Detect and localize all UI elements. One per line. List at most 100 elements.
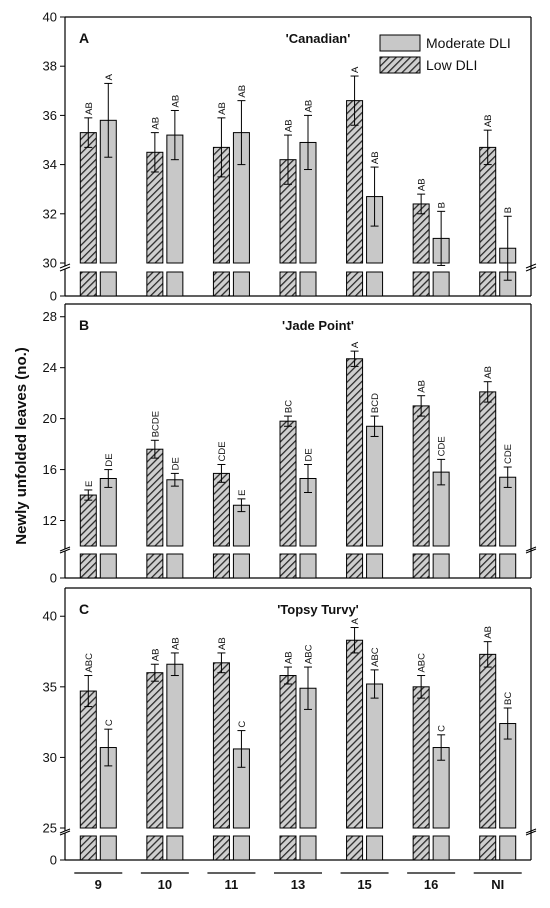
- x-tick-label: 15: [357, 877, 371, 892]
- y-tick-label: 25: [43, 821, 57, 836]
- bar-low-dli: [146, 672, 164, 829]
- significance-label: AB: [217, 637, 228, 650]
- bar-stub-low-dli: [79, 553, 97, 579]
- significance-label: DE: [304, 448, 315, 461]
- y-tick-label: 40: [43, 10, 57, 25]
- significance-label: AB: [304, 100, 315, 113]
- legend-entry: Low DLI: [426, 57, 477, 73]
- bar-stub-low-dli: [212, 271, 230, 297]
- significance-label: A: [104, 73, 115, 80]
- y-tick-label: 30: [43, 256, 57, 271]
- bar-stub-moderate-dli: [499, 553, 517, 579]
- axis-break-mark: [525, 548, 537, 554]
- bar-stub-moderate-dli: [99, 271, 117, 297]
- bar-low-dli: [346, 639, 364, 829]
- panel-letter: B: [79, 317, 89, 333]
- panels: 30 32 34 36 38 40 0 A 'Canadian' Moderate DLI Low …: [43, 10, 537, 868]
- x-tick-label: 10: [158, 877, 172, 892]
- bar-stub-moderate-dli: [432, 553, 450, 579]
- bar-low-dli: [212, 662, 230, 829]
- significance-label: BC: [284, 400, 295, 413]
- y-tick-label: 30: [43, 750, 57, 765]
- legend-swatch: [379, 34, 421, 52]
- y-tick-label: 28: [43, 309, 57, 324]
- bar-stub-low-dli: [412, 553, 430, 579]
- significance-label: AB: [284, 651, 295, 664]
- bar-low-dli: [79, 690, 97, 829]
- y-tick-label: 0: [50, 853, 57, 868]
- bar-stub-low-dli: [479, 271, 497, 297]
- significance-label: AB: [237, 85, 248, 98]
- bar-stub-low-dli: [279, 835, 297, 861]
- significance-label: AB: [483, 114, 494, 127]
- bar-low-dli: [79, 494, 97, 547]
- bar-low-dli: [279, 675, 297, 829]
- bar-stub-moderate-dli: [499, 835, 517, 861]
- axis-break-mark: [525, 828, 537, 834]
- bar-stub-moderate-dli: [99, 553, 117, 579]
- bar-low-dli: [479, 391, 497, 547]
- panel-title: 'Jade Point': [282, 318, 354, 333]
- significance-label: ABC: [370, 647, 381, 667]
- panel-title: 'Canadian': [286, 31, 351, 46]
- significance-label: CDE: [503, 444, 514, 464]
- y-tick-label: 34: [43, 157, 57, 172]
- significance-label: C: [437, 725, 448, 732]
- significance-label: AB: [84, 102, 95, 115]
- significance-label: AB: [217, 102, 228, 115]
- significance-label: A: [350, 341, 361, 348]
- axis-break-mark: [525, 266, 537, 272]
- significance-label: AB: [417, 178, 428, 191]
- axis-break-mark: [59, 830, 71, 836]
- significance-label: CDE: [437, 436, 448, 456]
- axis-break-mark: [525, 263, 537, 269]
- significance-label: AB: [150, 117, 161, 130]
- y-tick-label: 35: [43, 679, 57, 694]
- y-tick-label: 20: [43, 411, 57, 426]
- significance-label: DE: [104, 453, 115, 466]
- y-tick-label: 0: [50, 289, 57, 304]
- bar-stub-moderate-dli: [232, 271, 250, 297]
- bar-stub-moderate-dli: [299, 271, 317, 297]
- significance-label: DE: [170, 457, 181, 470]
- y-tick-label: 24: [43, 360, 57, 375]
- bar-moderate-dli: [99, 477, 117, 547]
- bar-stub-low-dli: [479, 553, 497, 579]
- bar-stub-moderate-dli: [232, 553, 250, 579]
- panel-letter: C: [79, 601, 89, 617]
- bar-stub-low-dli: [146, 271, 164, 297]
- axis-break-mark: [59, 546, 71, 552]
- significance-label: BC: [503, 692, 514, 705]
- bar-stub-moderate-dli: [166, 271, 184, 297]
- significance-label: A: [350, 66, 361, 73]
- x-axis: 9 10 11 13 15 16 NI: [74, 872, 522, 892]
- bar-stub-low-dli: [212, 553, 230, 579]
- y-tick-label: 40: [43, 609, 57, 624]
- significance-label: AB: [417, 380, 428, 393]
- axis-break-mark: [525, 830, 537, 836]
- bar-stub-low-dli: [412, 835, 430, 861]
- bar-stub-low-dli: [212, 835, 230, 861]
- bar-stub-low-dli: [346, 553, 364, 579]
- bar-stub-low-dli: [146, 835, 164, 861]
- significance-label: A: [350, 618, 361, 625]
- bar-stub-moderate-dli: [299, 553, 317, 579]
- x-tick-label: 16: [424, 877, 438, 892]
- legend-swatch: [379, 56, 421, 74]
- axis-break-mark: [59, 263, 71, 269]
- bar-low-dli: [279, 420, 297, 547]
- bar-stub-moderate-dli: [166, 553, 184, 579]
- bar-low-dli: [212, 472, 230, 547]
- significance-label: B: [437, 202, 448, 208]
- bar-stub-low-dli: [346, 835, 364, 861]
- bar-stub-moderate-dli: [432, 271, 450, 297]
- bar-stub-moderate-dli: [99, 835, 117, 861]
- bar-stub-low-dli: [79, 271, 97, 297]
- significance-label: AB: [284, 119, 295, 132]
- bar-stub-moderate-dli: [166, 835, 184, 861]
- significance-label: AB: [170, 637, 181, 650]
